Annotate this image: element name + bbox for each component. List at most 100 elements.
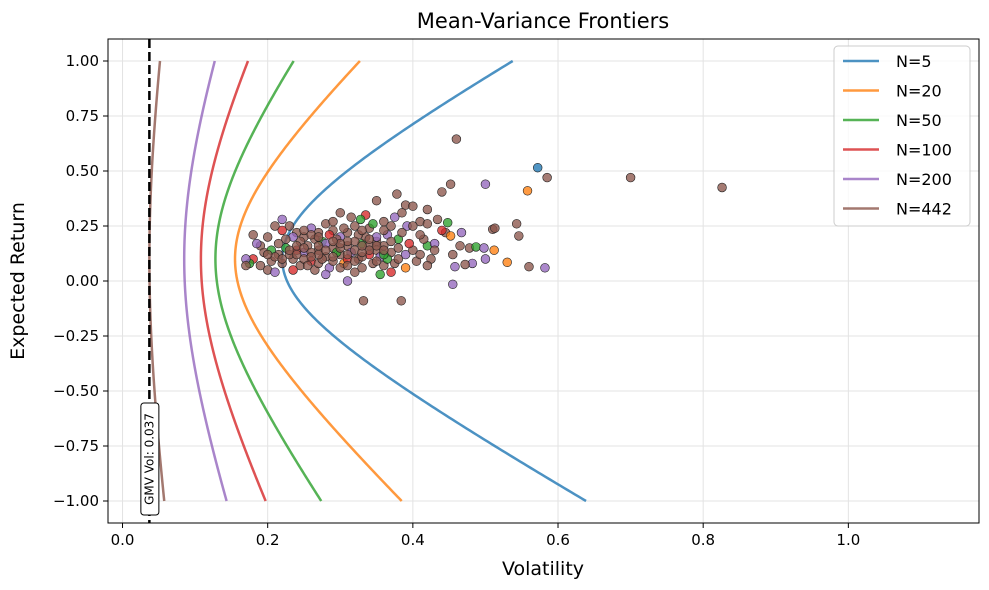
asset-point — [335, 208, 345, 218]
asset-point — [432, 214, 443, 225]
asset-point — [408, 201, 418, 211]
asset-point — [371, 196, 382, 206]
asset-point — [479, 243, 489, 253]
frontier-curve — [233, 60, 403, 502]
asset-point — [313, 232, 324, 242]
x-axis-label: Volatility — [502, 558, 584, 580]
asset-point — [408, 221, 418, 231]
asset-point — [490, 223, 500, 233]
asset-point — [397, 227, 407, 238]
asset-point — [302, 260, 313, 271]
asset-point — [321, 245, 331, 255]
asset-point — [422, 204, 433, 215]
asset-point — [451, 134, 462, 144]
asset-point — [448, 249, 458, 260]
asset-point — [514, 231, 524, 241]
asset-point — [371, 256, 382, 266]
asset-point — [442, 218, 453, 228]
asset-point — [299, 243, 309, 253]
frontier-curve — [280, 59, 587, 503]
asset-point — [386, 236, 396, 247]
asset-point — [540, 263, 550, 273]
x-tick-label: 0.6 — [546, 531, 570, 549]
y-axis-label: Expected Return — [7, 202, 29, 360]
asset-point — [375, 269, 385, 280]
y-tick-label: 0.50 — [66, 162, 99, 180]
asset-point — [429, 245, 440, 255]
asset-points — [241, 134, 727, 306]
asset-point — [455, 241, 465, 251]
asset-point — [241, 260, 251, 271]
asset-point — [350, 221, 360, 231]
asset-point — [393, 254, 404, 264]
asset-point — [252, 238, 262, 249]
x-tick-label: 0.4 — [401, 531, 425, 549]
asset-point — [390, 212, 400, 222]
gmv-label: GMV Vol: 0.037 — [142, 413, 156, 505]
asset-point — [625, 172, 636, 183]
asset-point — [306, 252, 316, 262]
asset-point — [422, 219, 433, 229]
asset-point — [415, 230, 425, 240]
asset-point — [532, 163, 543, 173]
asset-point — [358, 296, 369, 306]
asset-point — [524, 262, 534, 272]
asset-point — [288, 265, 298, 275]
asset-point — [368, 219, 378, 229]
asset-point — [357, 241, 367, 251]
frontier-curve — [199, 60, 267, 502]
asset-point — [502, 257, 512, 267]
asset-point — [392, 189, 402, 199]
asset-point — [277, 225, 287, 236]
legend: N=5 N=20 N=50 N=100 N=200 N=442 — [833, 45, 971, 227]
asset-point — [542, 172, 552, 183]
asset-point — [448, 279, 458, 289]
frontier-curve — [182, 60, 228, 502]
asset-point — [422, 260, 433, 271]
x-tick-label: 0.8 — [691, 531, 715, 549]
asset-point — [328, 252, 338, 262]
axis-ticks: 0.0 0.2 0.4 0.6 0.8 1.0 1.00 0.75 0.50 0.25 0.00 −0… — [53, 52, 860, 549]
asset-point — [277, 254, 287, 264]
asset-point — [342, 249, 353, 260]
y-tick-label: 0.75 — [66, 107, 99, 125]
asset-point — [400, 249, 411, 260]
asset-point — [357, 263, 367, 273]
asset-point — [437, 225, 447, 236]
asset-point — [328, 216, 338, 227]
asset-point — [471, 242, 481, 252]
asset-point — [284, 221, 295, 231]
asset-point — [355, 214, 366, 225]
asset-point — [489, 245, 499, 255]
asset-point — [386, 221, 396, 231]
y-tick-label: −1.00 — [53, 492, 99, 510]
x-tick-label: 1.0 — [836, 531, 860, 549]
asset-point — [460, 259, 470, 270]
legend-label: N=200 — [896, 170, 952, 189]
asset-point — [328, 236, 338, 247]
asset-point — [350, 256, 360, 266]
legend-label: N=442 — [896, 200, 952, 219]
asset-point — [404, 238, 414, 249]
asset-point — [248, 230, 258, 240]
x-tick-label: 0.0 — [111, 531, 135, 549]
asset-point — [396, 296, 406, 306]
asset-point — [480, 254, 491, 264]
asset-point — [400, 263, 411, 273]
asset-point — [522, 186, 533, 196]
asset-point — [511, 219, 522, 229]
x-tick-label: 0.2 — [256, 531, 280, 549]
asset-point — [717, 182, 727, 193]
asset-point — [379, 225, 389, 236]
asset-point — [292, 249, 302, 260]
asset-point — [321, 269, 331, 280]
legend-label: N=100 — [896, 141, 952, 160]
asset-point — [255, 260, 266, 271]
y-tick-label: −0.50 — [53, 382, 99, 400]
asset-point — [393, 243, 404, 253]
asset-point — [445, 231, 456, 241]
frontier-curve — [214, 60, 323, 502]
asset-point — [262, 232, 273, 242]
asset-point — [281, 234, 291, 244]
